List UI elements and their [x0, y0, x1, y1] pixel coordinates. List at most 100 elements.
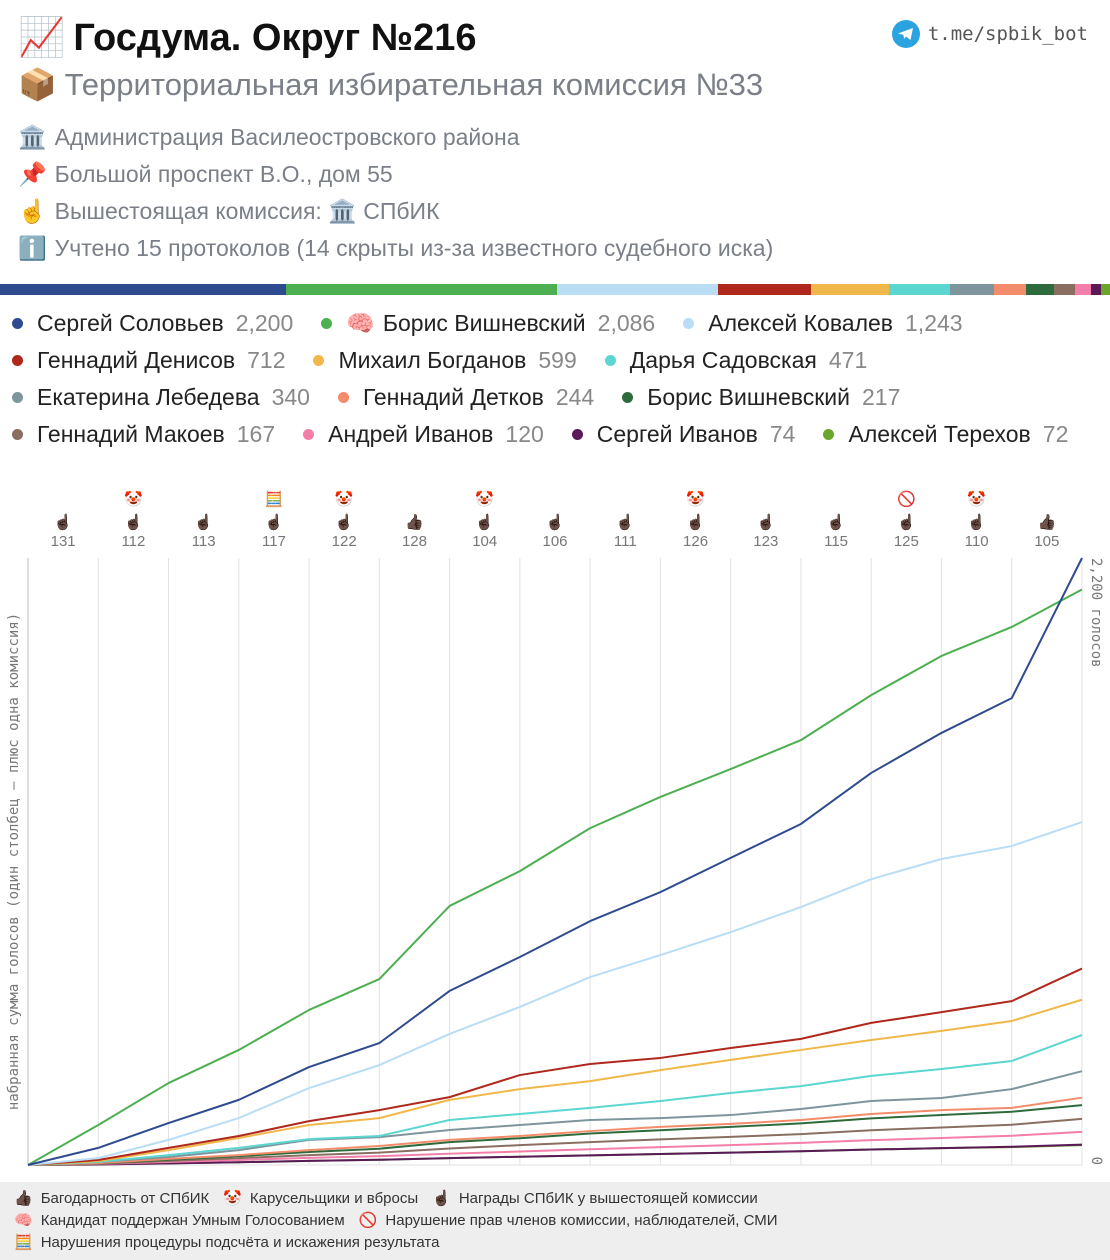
info-line: 🏛️ Администрация Василеостровского района — [18, 119, 1098, 156]
column-icon: 🤡 — [967, 490, 986, 508]
column-icon: ☝🏿 — [967, 512, 986, 531]
legend-total: 2,200 — [235, 310, 294, 336]
column-label: 128 — [402, 533, 427, 550]
legend-name: Геннадий Детков — [362, 384, 544, 410]
legend-dot — [683, 318, 695, 329]
info-icon: 📌 — [18, 161, 47, 187]
info-line: ℹ️ Учтено 15 протоколов (14 скрыты из-за … — [18, 230, 1098, 267]
legend-name: Екатерина Лебедева — [37, 384, 260, 410]
legend-item: Андрей Иванов 120 — [303, 416, 544, 453]
link-text[interactable]: t.me/spbik_bot — [927, 23, 1088, 45]
share-segment — [949, 284, 994, 295]
line-start — [27, 1146, 99, 1166]
column-icon: ☝🏿 — [475, 512, 494, 531]
legend-dot — [622, 392, 634, 403]
footer-icon: 🧮 — [14, 1234, 33, 1251]
footer-item: ☝🏿 Награды СПбИК у вышестоящей комиссии — [432, 1188, 758, 1210]
footer-icon: 👍🏿 — [14, 1190, 33, 1207]
legend-name: Сергей Иванов — [596, 421, 758, 447]
legend-dot — [337, 392, 349, 403]
title-row: 📈 Госдума. Округ №216 — [18, 14, 1098, 62]
legend-dot — [313, 355, 325, 366]
share-segment — [1053, 284, 1076, 295]
series-line — [98, 1034, 1083, 1163]
footer-item: 👍🏿 Багодарность от СПбИК — [14, 1188, 209, 1210]
legend-item: 🧠 Борис Вишневский 2,086 — [321, 305, 655, 342]
footer-icon: 🚫 — [358, 1212, 378, 1229]
column-icon: ☝🏿 — [686, 512, 705, 531]
legend-item: Михаил Богданов 599 — [313, 342, 577, 379]
column-icon: 👍🏿 — [405, 513, 424, 531]
column-icon: ☝🏿 — [194, 512, 213, 531]
column-icon: ☝🏿 — [124, 512, 143, 531]
series-line — [98, 1117, 1083, 1165]
series-line — [98, 1143, 1083, 1166]
footer-text: Награды СПбИК у вышестоящей комиссии — [458, 1190, 758, 1207]
column-label: 115 — [824, 533, 848, 550]
line-start — [27, 1157, 99, 1166]
column-label: 123 — [753, 533, 778, 550]
series-line — [98, 821, 1083, 1160]
series-line — [98, 967, 1083, 1162]
subtitle: Территориальная избирательная комиссия №… — [64, 67, 764, 102]
footer-text: Карусельщики и вбросы — [249, 1190, 419, 1207]
legend-total: 471 — [828, 347, 868, 373]
legend-name: Геннадий Макоев — [37, 421, 225, 447]
legend-name: Дарья Садовская — [629, 347, 817, 373]
legend-total: 244 — [555, 384, 595, 410]
legend-dot — [12, 392, 23, 403]
column-icon: 🤡 — [686, 490, 705, 508]
legend-name: Михаил Богданов — [338, 347, 527, 373]
legend-name: Борис Вишневский — [647, 384, 850, 410]
telegram-link[interactable]: t.me/spbik_bot — [891, 20, 1088, 48]
series-line — [98, 998, 1083, 1163]
share-segment — [1025, 284, 1054, 295]
legend-name: Борис Вишневский — [382, 310, 586, 336]
share-segment — [888, 284, 950, 295]
footer-item: 🤡 Карусельщики и вбросы — [223, 1188, 418, 1210]
column-icon: ☝🏿 — [546, 512, 565, 531]
share-segment — [1100, 284, 1110, 295]
subtitle-icon: 📦 — [18, 67, 57, 102]
column-icon: ☝🏿 — [756, 512, 775, 531]
column-icon: ☝🏿 — [335, 512, 354, 531]
share-segment — [0, 284, 286, 295]
footer-text: Кандидат поддержан Умным Голосованием — [40, 1212, 345, 1229]
legend-dot — [604, 355, 616, 366]
legend-total: 72 — [1042, 421, 1069, 447]
share-segment — [1075, 284, 1092, 295]
chart: 131 ☝🏿 112 🤡 ☝🏿 113 ☝🏿 117 🧮 ☝🏿 122 🤡 ☝🏿 128 👍🏿 104 🤡 ☝🏿 1… — [6, 490, 1104, 1166]
telegram-icon — [891, 20, 920, 48]
column-icon: 🤡 — [124, 490, 143, 508]
title-icon: 📈 — [18, 17, 66, 59]
legend-total: 340 — [271, 384, 310, 410]
legend-total: 217 — [862, 384, 901, 410]
footer-icon: 🧠 — [14, 1212, 33, 1229]
column-label: 110 — [965, 533, 989, 550]
legend-dot — [571, 429, 583, 440]
info-text: Администрация Василеостровского района — [54, 124, 520, 150]
column-label: 126 — [683, 533, 708, 550]
column-icon: ☝🏿 — [54, 512, 73, 531]
share-segment — [285, 284, 557, 295]
legend-dot — [823, 429, 835, 440]
column-icon: ☝🏿 — [897, 512, 916, 531]
info-text: Большой проспект В.О., дом 55 — [54, 161, 393, 187]
y-tick-label: 0 — [1088, 1157, 1104, 1165]
footer-item: 🚫 Нарушение прав членов комиссии, наблюда… — [359, 1210, 778, 1232]
share-segment — [810, 284, 889, 295]
legend-total: 599 — [538, 347, 577, 373]
y-axis-label: набранная сумма голосов (один столбец – … — [6, 613, 22, 1110]
column-icon: 🤡 — [335, 490, 354, 508]
series-line — [98, 1130, 1083, 1165]
share-segment — [1091, 284, 1101, 295]
column-icon: ☝🏿 — [616, 512, 635, 531]
column-label: 122 — [332, 533, 357, 550]
column-icon: ☝🏿 — [265, 512, 284, 531]
y-tick-label: 2,200 голосов — [1088, 558, 1104, 668]
series-line — [98, 1070, 1083, 1163]
legend-total: 2,086 — [597, 310, 656, 336]
legend-item: Сергей Иванов 74 — [571, 416, 795, 453]
column-label: 112 — [121, 533, 145, 550]
